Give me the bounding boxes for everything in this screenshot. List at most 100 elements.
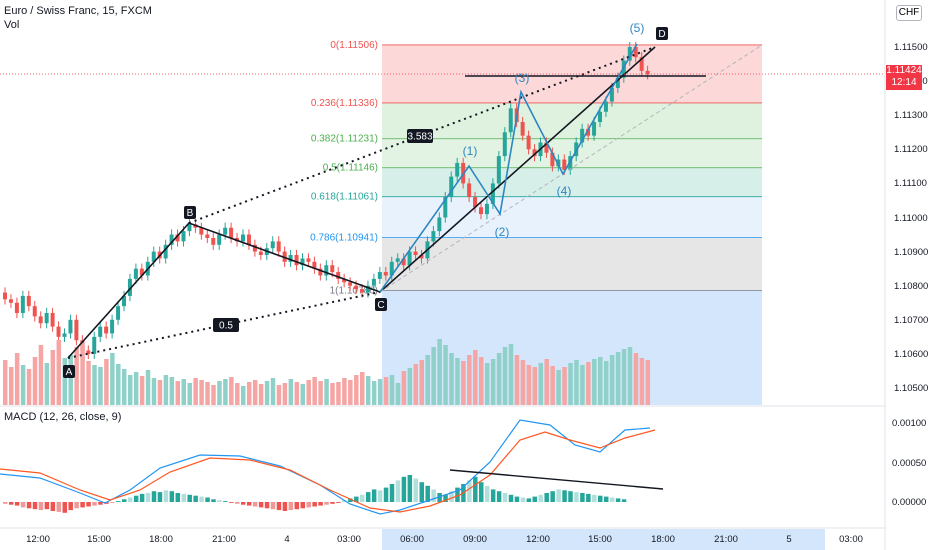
volume-bar	[550, 366, 555, 405]
volume-bar	[354, 375, 359, 405]
volume-bar	[360, 372, 365, 405]
candle-body	[50, 312, 55, 327]
volume-bar	[645, 360, 651, 405]
candle-body	[592, 122, 597, 136]
volume-bar	[294, 382, 300, 405]
macd-histogram-bar	[151, 491, 157, 502]
volume-bar	[431, 347, 436, 405]
macd-legend[interactable]: MACD (12, 26, close, 9)	[4, 411, 122, 423]
candle-body	[609, 87, 614, 102]
candle-body	[413, 251, 418, 256]
price-tick: 1.10500	[894, 383, 928, 394]
macd-histogram-bar	[264, 502, 270, 509]
macd-histogram-bar	[68, 502, 73, 511]
volume-bar	[502, 347, 508, 405]
macd-histogram-bar	[169, 491, 175, 502]
candle-body	[484, 203, 489, 215]
volume-bar	[413, 364, 419, 405]
macd-histogram-bar	[288, 502, 294, 511]
candle-body	[479, 207, 483, 215]
macd-histogram-bar	[252, 502, 258, 507]
macd-histogram-bar	[598, 495, 603, 502]
abcd-legs	[67, 46, 656, 359]
time-tick: 06:00	[400, 534, 424, 545]
ratio-box	[407, 129, 433, 143]
candle-body	[300, 258, 305, 266]
macd-histogram-bar	[532, 496, 538, 502]
candle-body	[330, 265, 335, 273]
macd-histogram-bar	[175, 493, 181, 502]
volume-bar	[187, 383, 192, 405]
candle-body	[645, 70, 650, 75]
macd-histogram-bar	[258, 502, 264, 508]
time-tick: 21:00	[714, 534, 738, 545]
macd-histogram-bar	[276, 502, 282, 511]
volume-bar	[627, 347, 633, 405]
time-tick: 09:00	[463, 534, 487, 545]
candle-body	[211, 237, 216, 245]
volume-bar	[490, 359, 496, 405]
volume-bar	[151, 378, 157, 405]
volume-bar	[496, 353, 502, 405]
macd-histogram-bar	[443, 494, 448, 502]
volume-bar	[603, 361, 609, 405]
macd-histogram-bar	[544, 493, 549, 502]
macd-histogram-bar	[157, 492, 163, 502]
volume-bar	[633, 353, 639, 405]
macd-histogram-bar	[282, 502, 288, 511]
volume-bar	[26, 369, 32, 405]
macd-histogram-bar	[294, 502, 300, 510]
macd-histogram-bar	[14, 502, 20, 506]
price-tick: 1.10900	[894, 247, 928, 258]
symbol-title[interactable]: Euro / Swiss Franc, 15, FXCM	[4, 5, 152, 17]
candle-body	[407, 251, 412, 266]
macd-histogram-bar	[502, 493, 508, 502]
macd-histogram-bar	[20, 502, 26, 508]
macd-histogram-bar	[490, 489, 496, 502]
volume-bar	[461, 361, 466, 405]
candle-body	[14, 302, 19, 313]
abcd-point-label: A	[66, 367, 73, 378]
macd-histogram-bar	[365, 492, 371, 502]
candle-body	[20, 295, 25, 313]
time-tick: 18:00	[149, 534, 173, 545]
macd-histogram-bar	[133, 495, 139, 502]
macd-histogram-bar	[229, 502, 234, 503]
time-tick: 18:00	[651, 534, 675, 545]
volume-bar	[336, 382, 341, 405]
volume-bar	[229, 377, 234, 405]
candle-body	[532, 149, 537, 157]
volume-bar	[116, 364, 121, 405]
volume-bar	[169, 377, 175, 405]
candle-body	[603, 101, 608, 112]
volume-bar	[479, 357, 484, 405]
volume-bar	[484, 363, 490, 405]
macd-histogram-bar	[127, 497, 133, 502]
volume-bar	[38, 345, 44, 405]
candle-body	[258, 251, 263, 256]
candle-body	[502, 132, 507, 157]
price-tick: 1.11000	[894, 213, 928, 224]
macd-histogram-bar	[437, 493, 442, 502]
volume-bar	[586, 362, 591, 405]
macd-histogram-bar	[38, 502, 44, 511]
currency-badge[interactable]: CHF	[896, 5, 922, 21]
candle-body	[56, 326, 61, 337]
volume-bar	[181, 379, 186, 405]
candle-body	[437, 217, 442, 232]
macd-histogram-bar	[318, 502, 323, 506]
abcd-point-label: B	[187, 208, 194, 219]
volume-bar	[609, 355, 615, 405]
time-tick: 03:00	[839, 534, 863, 545]
volume-bar	[50, 350, 56, 405]
volume-bar	[205, 382, 210, 405]
candle-body	[8, 299, 13, 303]
volume-bar	[175, 381, 181, 405]
macd-histogram-bar	[324, 502, 329, 505]
fib-label: 0.236(1.11336)	[311, 98, 378, 109]
wave-label: (4)	[557, 184, 572, 198]
macd-histogram-bar	[122, 499, 127, 502]
volume-bar	[258, 384, 264, 405]
macd-histogram-bar	[8, 502, 14, 505]
